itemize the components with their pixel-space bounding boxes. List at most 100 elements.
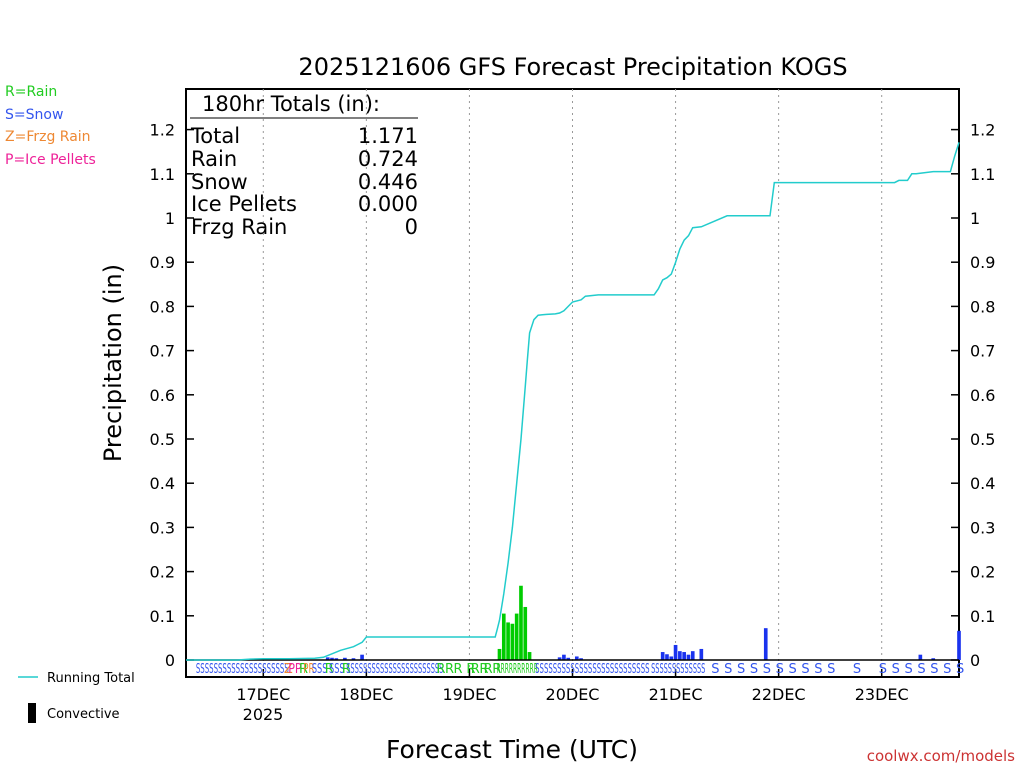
x-tick-label: 23DEC — [855, 685, 909, 704]
totals-label-frzg-rain: Frzg Rain — [191, 215, 287, 239]
y-tick-label-right: 0 — [970, 651, 980, 670]
rain-bar — [501, 613, 506, 660]
snow-bar — [579, 658, 583, 660]
snow-bar — [665, 654, 669, 660]
y-tick-label-right: 0.9 — [970, 253, 995, 272]
type-marker: S — [917, 662, 925, 677]
snow-bar — [660, 652, 665, 660]
type-marker: S — [879, 662, 887, 677]
type-marker: PR — [303, 662, 314, 677]
line-legend: Running Total Convective — [18, 671, 135, 723]
type-marker: PP — [288, 662, 302, 677]
snow-bar — [678, 651, 682, 660]
rain-bar — [527, 652, 532, 660]
precip-type-markers: SSSSSSSSSSSSSSSSSSSSSZPPRPRSSSRSSSRSSSSS… — [196, 662, 964, 677]
y-tick-label-left: 0.5 — [150, 430, 175, 449]
y-tick-label-left: 1.1 — [150, 165, 175, 184]
x-axis: 17DEC 18DEC 19DEC 20DEC 21DEC 22DEC 23DEC — [236, 669, 909, 704]
y-tick-label-left: 0.2 — [150, 563, 175, 582]
rain-bar — [523, 606, 528, 660]
y-tick-label-left: 0 — [165, 651, 175, 670]
totals-label-ice-pellets: Ice Pellets — [191, 192, 297, 216]
y-tick-label-right: 0.5 — [970, 430, 995, 449]
y-axis-label: Precipitation (in) — [99, 264, 127, 462]
totals-header: 180hr Totals (in): — [202, 92, 380, 116]
y-tick-label-right: 0.1 — [970, 607, 995, 626]
type-marker: S — [904, 662, 912, 677]
type-marker: SSSSSSSSSSSSSSSSSSSSSSSSSS — [535, 662, 649, 677]
rain-bar — [519, 585, 523, 660]
snow-bar — [669, 656, 674, 660]
totals-value-ice-pellets: 0.000 — [358, 192, 418, 216]
snow-bar — [673, 644, 678, 660]
type-marker: R — [445, 662, 454, 677]
rain-bar — [510, 623, 515, 660]
type-marker: S — [930, 662, 938, 677]
type-marker: S — [776, 662, 784, 677]
x-tick-label: 22DEC — [752, 685, 806, 704]
type-marker: R — [342, 662, 351, 677]
rain-bar — [514, 613, 519, 660]
type-marker: S — [892, 662, 900, 677]
y-tick-label-left: 1.2 — [150, 121, 175, 140]
rain-bar — [506, 622, 510, 660]
type-marker: R — [466, 662, 475, 677]
type-marker: SSSSSSSSSSSSSSSSSSSSSSS — [346, 662, 443, 677]
type-marker: S — [801, 662, 809, 677]
totals-label-snow: Snow — [191, 170, 248, 194]
snow-bar — [351, 658, 356, 660]
snow-bar — [699, 648, 704, 660]
convective-legend-swatch — [28, 703, 36, 723]
type-marker: S — [789, 662, 797, 677]
x-tick-label: 17DEC — [236, 685, 290, 704]
snow-bar — [360, 654, 364, 660]
snow-bar — [763, 628, 768, 660]
type-marker: SSS — [329, 662, 345, 677]
y-tick-label-right: 1.1 — [970, 165, 995, 184]
snow-bar — [557, 657, 562, 660]
y-tick-label-left: 0.6 — [150, 386, 175, 405]
snow-bar — [325, 657, 330, 660]
type-marker: S — [724, 662, 732, 677]
type-marker: S — [956, 662, 964, 677]
rain-bar — [497, 648, 502, 660]
y-tick-label-left: 0.3 — [150, 518, 175, 537]
totals-value-total: 1.171 — [358, 124, 418, 148]
y-tick-label-right: 0.2 — [970, 563, 995, 582]
snow-bar — [574, 656, 579, 660]
type-marker: R — [325, 662, 334, 677]
type-marker: S — [711, 662, 719, 677]
type-marker: S — [737, 662, 745, 677]
y-tick-label-right: 0.4 — [970, 474, 995, 493]
y-tick-label-left: 0.7 — [150, 342, 175, 361]
type-marker: S — [763, 662, 771, 677]
y-tick-label-right: 0.7 — [970, 342, 995, 361]
type-marker: S — [750, 662, 758, 677]
type-marker: SSSSSSSSSSSSS — [651, 662, 705, 677]
type-marker: RRRRRRRRRR — [496, 662, 537, 677]
type-marker: R — [471, 662, 480, 677]
y-tick-label-left: 0.8 — [150, 297, 175, 316]
year-label: 2025 — [243, 705, 284, 724]
y-tick-label-left: 1 — [165, 209, 175, 228]
type-marker: S — [827, 662, 835, 677]
y-tick-label-right: 1 — [970, 209, 980, 228]
y-tick-label-left: 0.4 — [150, 474, 175, 493]
legend-rain: R=Rain — [5, 84, 57, 100]
convective-legend-label: Convective — [47, 707, 120, 722]
x-axis-label: Forecast Time (UTC) — [386, 735, 638, 764]
legend-snow: S=Snow — [5, 107, 63, 123]
snow-bar — [957, 630, 961, 660]
type-marker: R — [479, 662, 488, 677]
type-marker: R — [454, 662, 463, 677]
legend-ice-pellets: P=Ice Pellets — [5, 152, 96, 168]
type-marker: SSSSSSSSSSSSSSSSSSSSS — [196, 662, 289, 677]
x-tick-label: 20DEC — [546, 685, 600, 704]
y-tick-label-right: 0.8 — [970, 297, 995, 316]
type-marker: S — [943, 662, 951, 677]
y-tick-label-right: 0.6 — [970, 386, 995, 405]
snow-bar — [334, 658, 339, 660]
y-tick-label-left: 0.1 — [150, 607, 175, 626]
precip-bars — [325, 585, 961, 660]
